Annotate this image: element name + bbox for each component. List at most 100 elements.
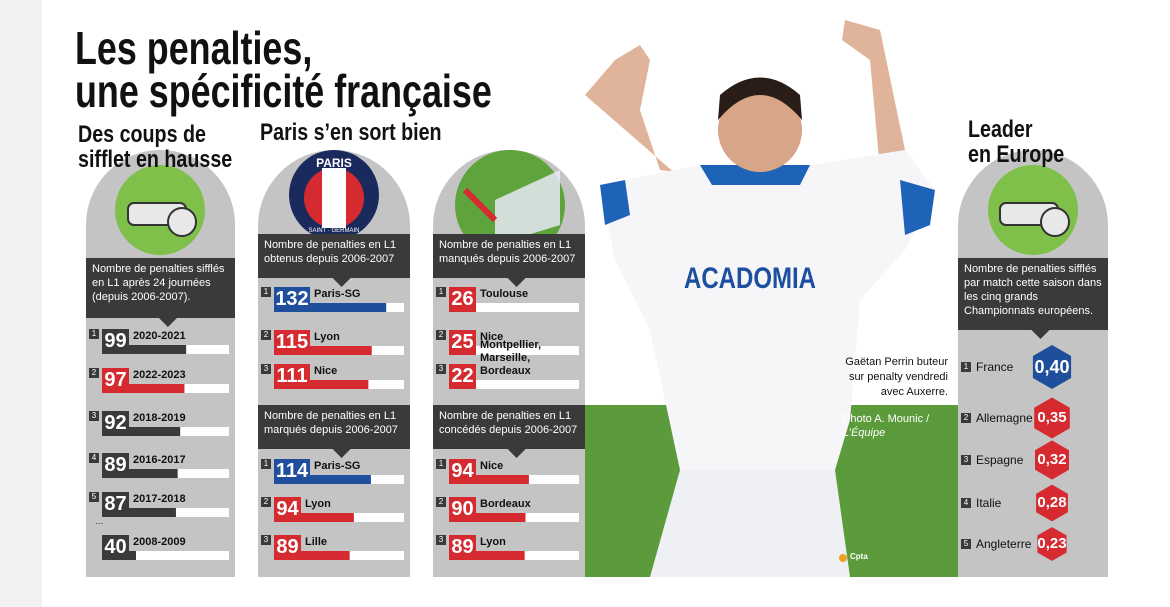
value-box: [449, 535, 476, 560]
value-label: 111: [276, 365, 308, 387]
rank: 4: [91, 453, 97, 462]
value-box: [274, 497, 301, 522]
rank-box: [89, 411, 99, 421]
row-label: Nice: [480, 460, 504, 472]
bar: [449, 513, 526, 522]
section-heading: Leader: [968, 116, 1033, 143]
rank: 1: [963, 362, 969, 371]
row-label: Toulouse: [480, 288, 529, 300]
bar-track: [449, 346, 579, 355]
section-heading: en Europe: [968, 141, 1065, 168]
row-label: 2022-2023: [133, 369, 186, 381]
value-box: [274, 459, 310, 484]
value-hexagon: [1037, 527, 1067, 561]
value-box: [449, 287, 476, 312]
rank-box: [961, 455, 971, 465]
rank: 3: [963, 455, 969, 464]
row-label: Angleterre: [976, 537, 1032, 551]
section-heading: Des coups de: [78, 121, 206, 148]
value-box: [274, 364, 310, 389]
value-box: [449, 497, 476, 522]
bar: [274, 303, 387, 312]
rank-box: [961, 539, 971, 549]
rank: 1: [263, 287, 269, 296]
agency-dot: [839, 554, 847, 562]
rank: 3: [263, 535, 269, 544]
caption: Nombre de penalties en L1 marqués depuis…: [264, 410, 398, 436]
row-label: Bordeaux: [480, 498, 531, 510]
bar: [274, 513, 354, 522]
row-label: Allemagne: [976, 411, 1033, 425]
row-label: 2017-2018: [133, 493, 186, 505]
rank: 3: [263, 364, 269, 373]
rank-box: [89, 453, 99, 463]
value-label: 0,28: [1037, 494, 1067, 511]
rank-box: [261, 497, 271, 507]
row-label: Montpellier, Marseille, Bordeaux: [480, 339, 542, 377]
value-box: [274, 535, 301, 560]
photo-credit-source: L’Équipe: [843, 427, 886, 439]
bar: [102, 384, 185, 393]
psg-logo-band: [322, 168, 346, 228]
whistle-icon: [115, 165, 205, 255]
value-box: [102, 492, 129, 517]
value-label: 92: [104, 412, 127, 434]
row-label: 2018-2019: [133, 412, 186, 424]
rank: 1: [438, 459, 444, 468]
rank-box: [261, 459, 271, 469]
value-label: 97: [104, 369, 127, 391]
value-label: 115: [275, 331, 309, 353]
row-label: Espagne: [976, 453, 1024, 467]
value-label: 89: [104, 454, 127, 476]
rank-box: [89, 492, 99, 502]
photo-credit: Photo A. Mounic /: [843, 413, 930, 425]
value-label: 89: [276, 536, 299, 558]
caption-box: [958, 258, 1108, 330]
value-label: 0,32: [1037, 451, 1067, 468]
caption-pointer: [332, 278, 351, 287]
rank-box: [261, 330, 271, 340]
section-heading: Paris s’en sort bien: [260, 119, 442, 146]
row-label: 2016-2017: [133, 454, 186, 466]
goal-icon: [455, 150, 565, 260]
value-box: [274, 330, 310, 355]
agency: Cpta: [850, 552, 868, 561]
value-label: 0,23: [1037, 535, 1067, 552]
value-box: [102, 453, 129, 478]
row-label: Lyon: [480, 536, 506, 548]
bar: [102, 427, 181, 436]
caption-pointer: [507, 449, 526, 458]
ellipsis: ...: [95, 516, 104, 527]
rank: 2: [963, 413, 969, 422]
rank: 2: [438, 497, 444, 506]
row-label: Italie: [976, 496, 1002, 510]
value-hexagon: [1036, 484, 1068, 522]
value-label: 22: [451, 365, 474, 387]
rank: 5: [963, 539, 969, 548]
bar: [102, 345, 187, 354]
value-hexagon: [1032, 345, 1072, 389]
caption: Nombre de penalties en L1 concédés depui…: [439, 410, 578, 436]
caption-box: [258, 405, 410, 449]
caption-box: [258, 234, 410, 278]
rank: 3: [438, 535, 444, 544]
rank-box: [961, 498, 971, 508]
rank-box: [261, 287, 271, 297]
bar-track: [449, 380, 579, 389]
whistle-icon: [988, 165, 1078, 255]
row-label: Lille: [305, 536, 328, 548]
value-label: 94: [451, 460, 474, 482]
value-label: 25: [451, 331, 474, 353]
rank: 1: [263, 459, 269, 468]
rank-box: [436, 364, 446, 374]
rank-box: [436, 287, 446, 297]
caption: Nombre de penalties sifflés en L1 après …: [92, 263, 225, 303]
rank: 5: [91, 492, 97, 501]
caption-box: [86, 258, 235, 318]
rank: 3: [91, 411, 97, 420]
bar: [274, 346, 372, 355]
caption-pointer: [1031, 330, 1050, 339]
rank-box: [89, 329, 99, 339]
